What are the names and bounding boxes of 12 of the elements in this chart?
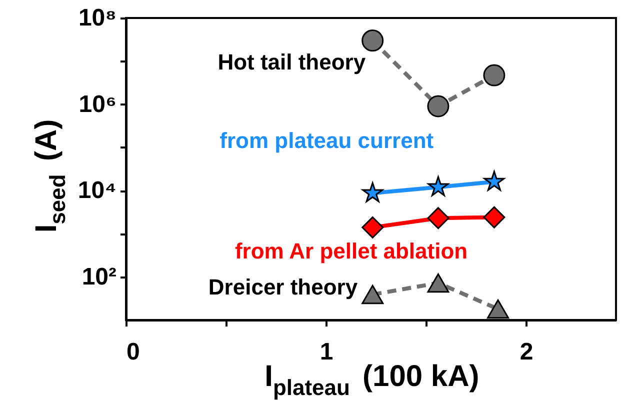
y-axis-title: Iseed (A) bbox=[30, 119, 70, 233]
series-label: from Ar pellet ablation bbox=[234, 238, 468, 264]
series-label: from plateau current bbox=[220, 128, 434, 154]
x-tick-label: 1 bbox=[320, 338, 334, 366]
series-label: Dreicer theory bbox=[208, 274, 358, 300]
y-tick-label: 10² bbox=[82, 263, 117, 290]
y-tick-label: 10⁴ bbox=[78, 177, 116, 204]
y-tick-label: 10⁶ bbox=[78, 90, 116, 118]
y-tick-label: 10⁸ bbox=[78, 4, 116, 32]
x-tick-label: 0 bbox=[126, 338, 140, 366]
x-tick-label: 2 bbox=[520, 338, 534, 366]
series-label: Hot tail theory bbox=[218, 50, 366, 75]
